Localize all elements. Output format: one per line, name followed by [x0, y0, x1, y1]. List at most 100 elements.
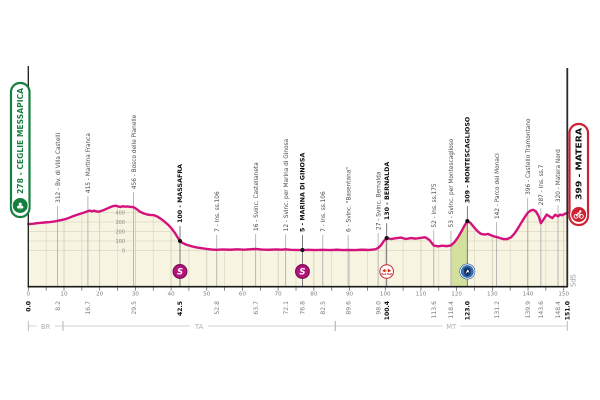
sprint-marker: S [172, 264, 188, 279]
gpm-ring [459, 263, 476, 280]
start-label: 278 - CEGLIE MESSAPICA [16, 87, 25, 194]
redbull-text: Red Bull [381, 273, 392, 276]
waypoint-label: 415 - Martina Franca [86, 133, 92, 193]
km-distance-label: 82.5 [320, 301, 327, 315]
profile-line [27, 204, 569, 252]
waypoint-label: 456 - Bosco delle Pianelle [132, 114, 138, 189]
province-label-bg [442, 321, 461, 331]
waypoint-dot [300, 247, 305, 253]
axis-tick-label: 130 [487, 292, 498, 298]
axis-tick-label: 0 [27, 292, 31, 298]
km-distance-label: 113.6 [431, 301, 438, 319]
waypoint-label: 396 - Castello Tramontano [526, 118, 532, 195]
km-distance-label: 0.0 [26, 301, 33, 312]
gpm-marker [459, 263, 476, 280]
province-label-bg [36, 321, 55, 331]
axis-tick-label: 140 [523, 292, 534, 298]
sprint-circle [172, 264, 188, 279]
km-distance-label: 139.9 [525, 301, 532, 319]
waypoint-label: 320 - Matera Nord [556, 149, 562, 202]
waypoint-label: 52 - Ins. ss.175 [432, 183, 438, 228]
start-flower-icon: ♣ [16, 201, 25, 212]
start-label-pill: 278 - CEGLIE MESSAPICA ♣ [9, 81, 31, 219]
waypoint-dot [465, 219, 470, 224]
axis-tick-label: 40 [168, 292, 176, 298]
start-icon [11, 196, 29, 215]
waypoint-label: 309 - MONTESCAGLIOSO [465, 116, 472, 203]
km-distance-label: 89.6 [345, 301, 352, 315]
km-distance-label: 29.5 [131, 301, 138, 315]
km-distance-label: 123.0 [465, 301, 472, 320]
waypoint-dot [177, 238, 183, 244]
km-distance-label: 72.1 [283, 301, 290, 315]
gpm-arrow [465, 269, 470, 274]
finish-label-pill: 399 - MATERA [568, 122, 590, 227]
elevation-scale-label: 100 [115, 239, 125, 245]
km-distance-row: 0.0 8.2 16.7 29.5 42.5 52.8 63.7 72.1 76.8 82.5 89… [26, 301, 572, 320]
elevation-scale-label: 300 [115, 220, 125, 226]
finish-label: 399 - MATERA [574, 127, 584, 200]
waypoint-label: 16 - Svinc. Castellaneta [254, 162, 260, 231]
elevation-area [28, 205, 568, 287]
waypoint-label: 312 - Bv. di Villa Castelli [56, 132, 62, 202]
start-pill-border [9, 81, 31, 219]
axis-tick-label: 70 [275, 292, 283, 298]
route-markers: S S Red Bull [172, 263, 476, 280]
waypoint-label: 27 - Svinc. Bernalda [376, 171, 382, 230]
km-distance-label: 16.7 [85, 301, 92, 315]
km-distance-label: 151.0 [564, 301, 571, 320]
elevation-scale: 400 300 200 100 0 [115, 210, 125, 254]
waypoint-label: 7 - Ins. ss.106 [215, 191, 221, 232]
waypoint-label: 287 - Ins. ss.7 [539, 164, 545, 205]
axis-tick-label: 100 [380, 292, 391, 298]
province-row: BR TA MT [27, 321, 568, 331]
elevation-scale-label: 200 [115, 229, 125, 235]
km-distance-label: 131.2 [494, 301, 501, 319]
axis-tick-label: 10 [60, 292, 68, 298]
axis-tick-label: 50 [203, 292, 211, 298]
credit-label: SdS [570, 274, 578, 287]
elevation-scale-label: 0 [122, 248, 125, 254]
waypoint-dot [384, 236, 389, 241]
axis-tick-label: 120 [451, 292, 462, 298]
sprint-s-glyph: S [299, 268, 305, 278]
axis-tick-label: 60 [239, 292, 247, 298]
redbull-marker: Red Bull [379, 264, 394, 279]
province-label: TA [194, 323, 204, 331]
km-distance-label: 100.4 [384, 301, 391, 320]
axis-tick-label: 30 [132, 292, 140, 298]
km-distance-label: 52.8 [214, 301, 221, 315]
waypoint-label: 12 - Svinc. per Marina di Ginosa [284, 138, 290, 231]
redbull-bull-left [382, 268, 386, 273]
sprint-s-glyph: S [177, 268, 183, 278]
redbull-sun [385, 269, 388, 272]
km-distance-label: 148.4 [555, 301, 562, 319]
waypoint-labels: 312 - Bv. di Villa Castelli 415 - Martina… [56, 114, 562, 232]
km-distance-label: 98.0 [375, 301, 382, 315]
province-label: BR [41, 323, 51, 331]
profile-polyline [27, 204, 569, 252]
sprint-circle [294, 264, 310, 279]
axis-tick-label: 90 [346, 292, 354, 298]
waypoint-label: 6 - Svinc. "Basentana" [346, 167, 352, 232]
finish-pill-border [568, 122, 590, 227]
elevation-area-fill [28, 205, 568, 287]
axis-tick-label: 150 [558, 292, 569, 298]
waypoint-label: 53 - Svinc. per Montescaglioso [449, 138, 455, 227]
km-distance-label: 63.7 [253, 301, 260, 315]
redbull-bull-right [387, 268, 392, 273]
province-label: MT [446, 323, 457, 331]
axis-tick-label: 20 [96, 292, 104, 298]
km-distance-label: 118.4 [448, 301, 455, 319]
waypoint-label: 100 - MASSAFRA [177, 164, 184, 223]
finish-icon [570, 205, 588, 224]
km-distance-label: 8.2 [55, 301, 62, 311]
km-distance-label: 143.6 [538, 301, 545, 319]
axis-tick-label: 80 [310, 292, 318, 298]
km-distance-label: 76.8 [300, 301, 307, 315]
axis-tick-label: 110 [416, 292, 427, 298]
province-label-bg [190, 321, 209, 331]
sprint-marker: S [294, 264, 310, 279]
